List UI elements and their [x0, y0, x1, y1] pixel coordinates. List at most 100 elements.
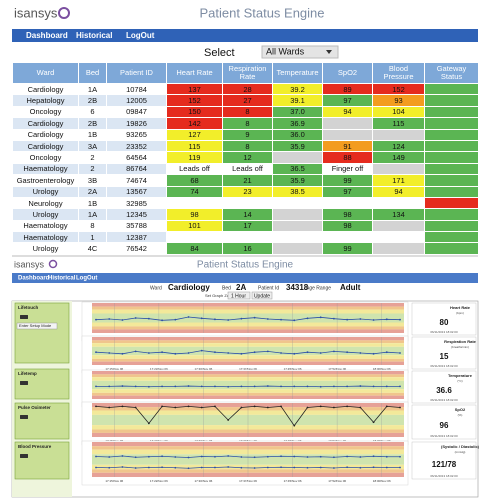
setup-button-label[interactable]: Enter Setup Mode [19, 323, 52, 328]
nav-bar [12, 29, 478, 42]
patient-cell: 10784 [106, 82, 167, 96]
data-point [174, 318, 177, 321]
data-point [385, 385, 388, 388]
nav-link[interactable]: Historical [76, 31, 112, 40]
data-point [108, 385, 111, 388]
patient-cell: 2 [78, 151, 107, 164]
vital-cell: 99 [322, 242, 373, 255]
zoom-select[interactable] [227, 291, 251, 300]
field-label: Ward [150, 285, 162, 291]
data-point [200, 466, 203, 469]
data-point [200, 455, 203, 458]
data-point [306, 406, 309, 409]
data-point [266, 385, 269, 387]
nav-link[interactable]: LogOut [126, 31, 155, 40]
vital-cell [272, 219, 323, 233]
data-point [147, 422, 150, 425]
nav-link[interactable]: Dashboard [26, 31, 68, 40]
patient-cell: Urology [12, 185, 79, 198]
vital-name: Heart Rate [450, 305, 471, 310]
vital-cell: 35.9 [272, 139, 323, 153]
nav-link[interactable]: Dashboard [18, 276, 50, 282]
patient-cell: 1B [78, 128, 107, 141]
zoom-value[interactable]: 1 Hour [231, 293, 246, 299]
vital-cell [166, 231, 223, 244]
trend-line [95, 405, 401, 427]
patient-cell: Cardiology [12, 82, 79, 96]
data-point [240, 466, 243, 469]
patient-cell: 19826 [106, 117, 167, 130]
patient-cell: 93265 [106, 128, 167, 141]
data-point [280, 405, 282, 408]
data-point [399, 352, 401, 354]
data-point [253, 456, 256, 459]
vital-cell: 27 [222, 94, 273, 107]
dropdown-value[interactable]: All Wards [266, 46, 305, 56]
vital-cell: 68 [166, 174, 223, 187]
data-point [372, 466, 375, 469]
patient-cell: Urology [12, 208, 79, 221]
column-header: Temperature [272, 62, 323, 84]
logo-icon [48, 259, 58, 269]
gateway-status [424, 185, 479, 198]
gateway-status [424, 208, 479, 221]
device-name: Blood Pressure [18, 444, 52, 449]
vital-value: 96 [440, 421, 449, 430]
data-point [306, 351, 309, 354]
update-label[interactable]: Update [254, 293, 270, 299]
data-point [359, 466, 362, 469]
field-value: 2A [236, 283, 246, 292]
table-row: Urology 2A 13567 74 23 38.5 97 94 [12, 185, 479, 198]
device-box [14, 441, 70, 480]
page-title: Patient Status Engine [197, 260, 294, 271]
table-row: Oncology 6 09847 150 8 37.0 94 104 [12, 105, 479, 119]
data-point [161, 405, 163, 408]
x-tick-label: 17:30/Nov 06 [194, 479, 212, 483]
patient-detail: isansys Patient Status Engine Dashboard … [11, 255, 480, 498]
data-point [385, 405, 388, 408]
field-value: 34318 [286, 283, 309, 292]
field-value: Cardiology [168, 283, 210, 292]
gateway-status [424, 162, 479, 176]
data-point [147, 352, 150, 354]
table-header: Ward Bed Patient ID Heart Rate Respiration R… [12, 62, 479, 84]
data-point [227, 385, 230, 388]
data-point [385, 351, 388, 354]
data-point [333, 385, 335, 388]
data-point [95, 466, 97, 469]
data-point [174, 385, 177, 388]
data-point [306, 317, 309, 320]
x-tick-label: 17:30/Nov 06 [194, 367, 212, 371]
ward-dropdown[interactable] [261, 45, 339, 59]
data-point [293, 352, 296, 355]
nav-link[interactable]: LogOut [76, 276, 97, 282]
table-row: Cardiology 2B 19826 142 8 36.9 115 [12, 117, 479, 130]
vital-cell: 8 [222, 105, 273, 119]
zoom-label: Set Graph Zoom [205, 293, 235, 298]
patient-cell: 12005 [106, 94, 167, 107]
nav-link[interactable]: Historical [48, 276, 76, 282]
update-button[interactable] [251, 291, 273, 300]
patient-cell: 12345 [106, 208, 167, 221]
data-point [214, 385, 216, 388]
gateway-status [424, 82, 479, 96]
data-point [372, 421, 375, 424]
patient-cell: Hepatology [12, 94, 79, 107]
logo-icon [58, 7, 70, 19]
patient-cell: 74674 [106, 174, 167, 187]
data-point [200, 349, 203, 352]
table-row: Neurology 1B 32985 [12, 196, 479, 210]
x-tick-label: 17:45/Nov 06 [284, 439, 302, 443]
patient-cell: Cardiology [12, 139, 79, 153]
x-tick-label: 17:30/Nov 06 [194, 439, 212, 443]
patient-cell: Haematology [12, 219, 79, 233]
vital-cell: 36.9 [272, 117, 323, 130]
trend-line [96, 385, 400, 388]
table-row: Hepatology 2B 12005 152 27 39.1 97 93 [12, 94, 479, 107]
vital-cell: 98 [322, 208, 373, 221]
setup-button[interactable] [16, 322, 58, 330]
patient-cell: 09847 [106, 105, 167, 119]
vital-cell [222, 231, 273, 244]
vital-cell: 127 [166, 128, 223, 141]
data-point [108, 406, 111, 409]
